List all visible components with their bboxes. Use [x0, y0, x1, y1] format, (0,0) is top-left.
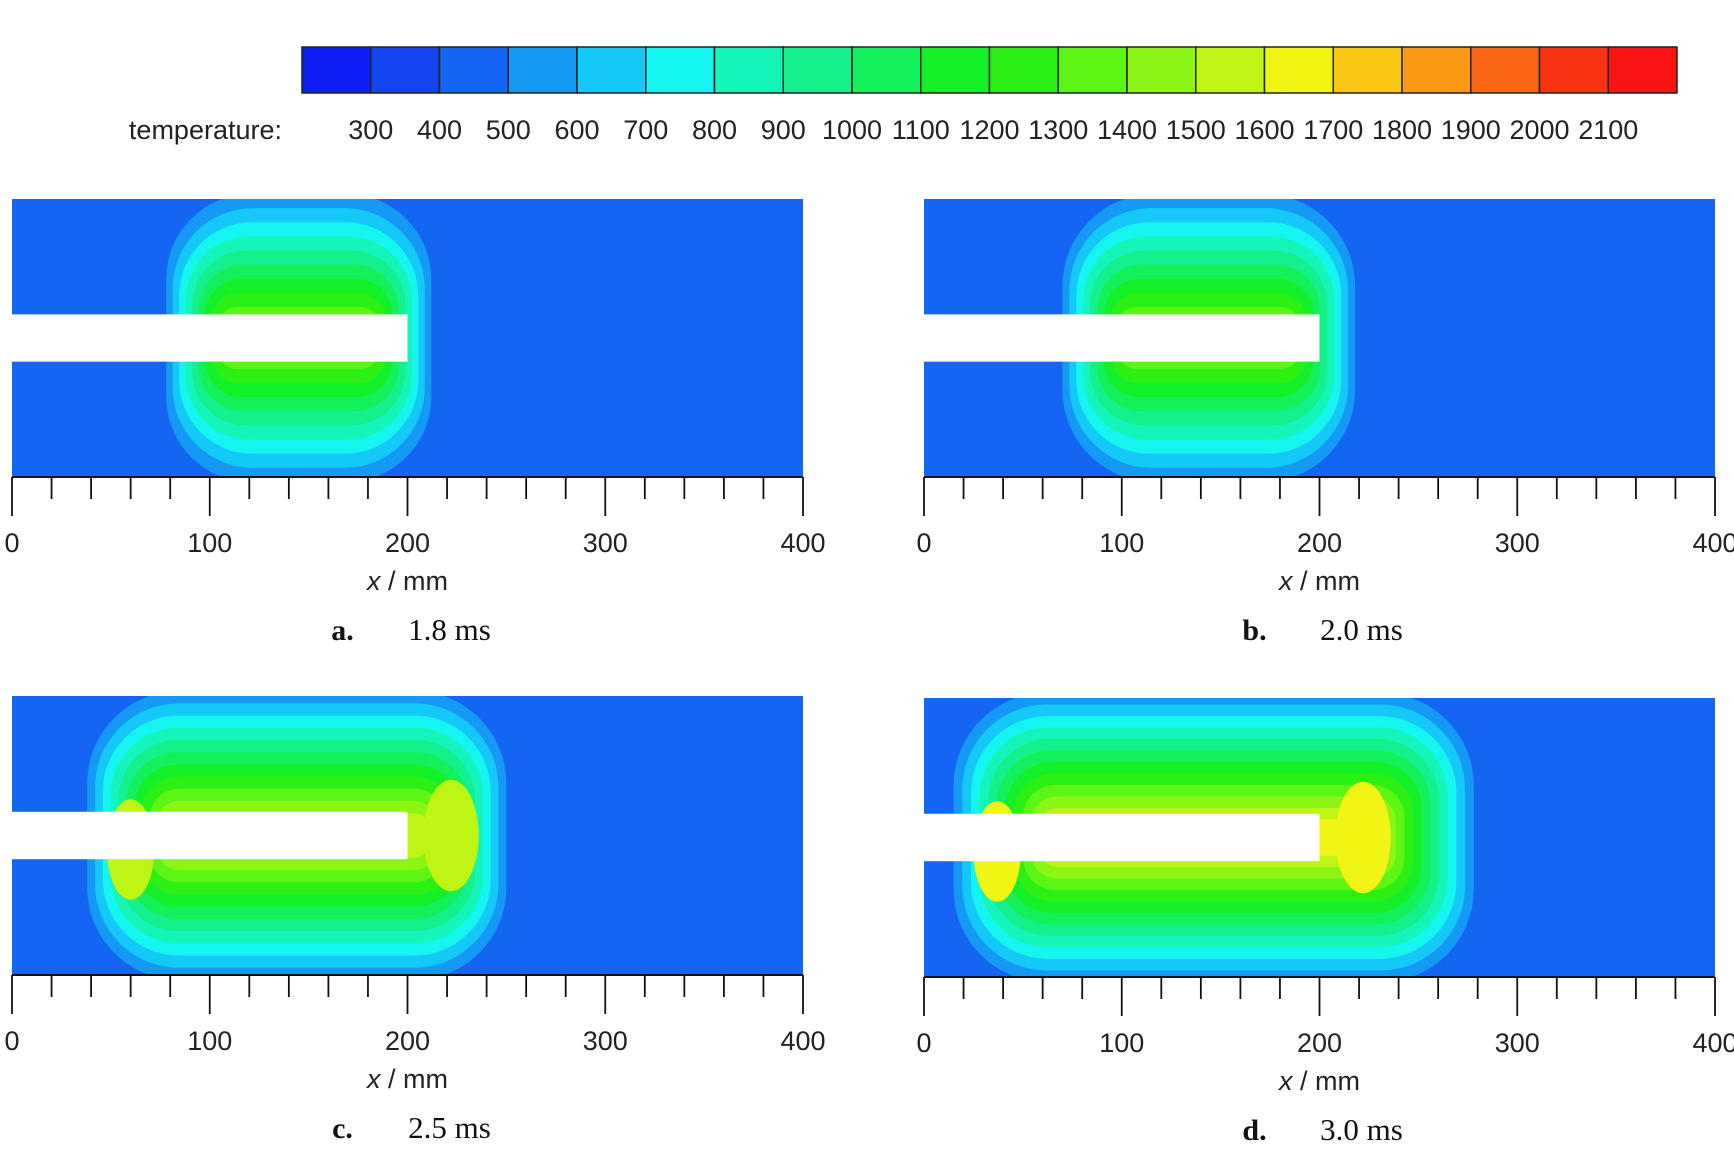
colorbar-tick-label: 1300: [1028, 115, 1088, 145]
x-axis-label-d: x / mm: [1277, 1066, 1360, 1096]
colorbar-tick-label: 600: [554, 115, 599, 145]
x-tick-label: 0: [4, 1026, 19, 1056]
x-tick-label: 100: [1099, 528, 1144, 558]
colorbar-tick-label: 2100: [1578, 115, 1638, 145]
colorbar-tick-label: 300: [348, 115, 393, 145]
colorbar-tick-label: 700: [623, 115, 668, 145]
colorbar-label: temperature:: [129, 115, 282, 145]
colorbar-cell: [1401, 46, 1472, 94]
panel-time-c: 2.5 ms: [408, 1110, 491, 1145]
x-tick-label: 0: [4, 528, 19, 558]
colorbar-cell: [782, 46, 853, 94]
field-layers: [924, 698, 1715, 977]
x-tick-label: 200: [1297, 1028, 1342, 1058]
x-tick-label: 100: [187, 1026, 232, 1056]
colorbar-tick-label: 2000: [1509, 115, 1569, 145]
colorbar-cell: [1057, 46, 1128, 94]
colorbar-tick-label: 900: [761, 115, 806, 145]
colorbar-tick-label: 400: [417, 115, 462, 145]
colorbar-cell: [370, 46, 441, 94]
colorbar-cell: [1607, 46, 1678, 94]
colorbar-tick-label: 1500: [1166, 115, 1226, 145]
colorbar-tick-label: 1900: [1441, 115, 1501, 145]
panel-time-b: 2.0 ms: [1320, 612, 1403, 647]
colorbar-cell: [713, 46, 784, 94]
x-axis-c: 0 100 200 300 400: [4, 974, 826, 1056]
colorbar-cell: [1470, 46, 1541, 94]
field-layers: [12, 696, 803, 975]
x-axis-d: 0 100 200 300 400: [916, 976, 1734, 1058]
colorbar-cell: [920, 46, 991, 94]
panel-b: 0 100 200 300 400 x / mm b. 2.0 ms: [916, 199, 1734, 647]
x-tick-label: 400: [780, 1026, 825, 1056]
x-tick-label: 300: [583, 1026, 628, 1056]
colorbar-tick-label: 500: [486, 115, 531, 145]
x-tick-label: 0: [916, 1028, 931, 1058]
colorbar-cell: [507, 46, 578, 94]
x-tick-label: 300: [1495, 1028, 1540, 1058]
x-axis-a: 0 100 200 300 400: [4, 476, 826, 558]
colorbar: temperature: 300 400 500 600 700 800 900 1000 11…: [129, 46, 1678, 145]
colorbar-cell: [576, 46, 647, 94]
colorbar-tick-label: 1800: [1372, 115, 1432, 145]
temperature-field-b: [924, 199, 1715, 477]
x-tick-label: 400: [780, 528, 825, 558]
colorbar-tick-label: 1100: [892, 115, 950, 145]
x-tick-label: 100: [1099, 1028, 1144, 1058]
x-tick-label: 200: [385, 1026, 430, 1056]
x-tick-label: 200: [385, 528, 430, 558]
x-tick-label: 400: [1692, 528, 1734, 558]
panel-a: 0 100 200 300 400 x / mm a. 1.8 ms: [4, 199, 826, 647]
colorbar-tick-labels: 300 400 500 600 700 800 900 1000 1100 1200 1300 140…: [348, 115, 1638, 145]
hot-spot: [423, 779, 479, 892]
colorbar-cell: [1263, 46, 1334, 94]
panel-time-a: 1.8 ms: [408, 612, 491, 647]
tube-channel: [924, 314, 1320, 362]
colorbar-tick-label: 800: [692, 115, 737, 145]
temperature-field-d: [924, 698, 1715, 977]
tube-channel: [12, 314, 408, 362]
panel-d: 0 100 200 300 400 x / mm d. 3.0 ms: [916, 698, 1734, 1147]
colorbar-cell: [1332, 46, 1403, 94]
colorbar-tick-label: 1600: [1234, 115, 1294, 145]
hot-spot: [1335, 781, 1391, 894]
x-axis-label-c: x / mm: [365, 1064, 448, 1094]
x-tick-label: 300: [583, 528, 628, 558]
panel-letter-b: b.: [1242, 614, 1266, 647]
temperature-field-c: [12, 696, 803, 975]
colorbar-cell: [851, 46, 922, 94]
temperature-field-a: [12, 199, 803, 477]
x-tick-label: 100: [187, 528, 232, 558]
colorbar-cells: [301, 46, 1678, 94]
x-axis-label-b: x / mm: [1277, 566, 1360, 596]
colorbar-cell: [988, 46, 1059, 94]
colorbar-cell: [1195, 46, 1266, 94]
x-tick-label: 300: [1495, 528, 1540, 558]
x-axis-label-a: x / mm: [365, 566, 448, 596]
x-tick-label: 400: [1692, 1028, 1734, 1058]
panel-time-d: 3.0 ms: [1320, 1112, 1403, 1147]
colorbar-cell: [438, 46, 509, 94]
colorbar-tick-label: 1200: [959, 115, 1019, 145]
field-layers: [924, 199, 1715, 477]
tube-channel: [12, 811, 408, 860]
colorbar-tick-label: 1700: [1303, 115, 1363, 145]
x-tick-label: 200: [1297, 528, 1342, 558]
colorbar-cell: [1126, 46, 1197, 94]
colorbar-tick-label: 1400: [1097, 115, 1157, 145]
panel-letter-c: c.: [332, 1112, 353, 1145]
panel-c: 0 100 200 300 400 x / mm c. 2.5 ms: [4, 696, 826, 1145]
field-layers: [12, 199, 803, 477]
x-axis-b: 0 100 200 300 400: [916, 476, 1734, 558]
panel-letter-a: a.: [331, 614, 354, 647]
x-tick-label: 0: [916, 528, 931, 558]
tube-channel: [924, 813, 1320, 862]
colorbar-cell: [301, 46, 372, 94]
panel-letter-d: d.: [1242, 1114, 1266, 1147]
colorbar-cell: [1538, 46, 1609, 94]
colorbar-cell: [645, 46, 716, 94]
colorbar-tick-label: 1000: [822, 115, 882, 145]
